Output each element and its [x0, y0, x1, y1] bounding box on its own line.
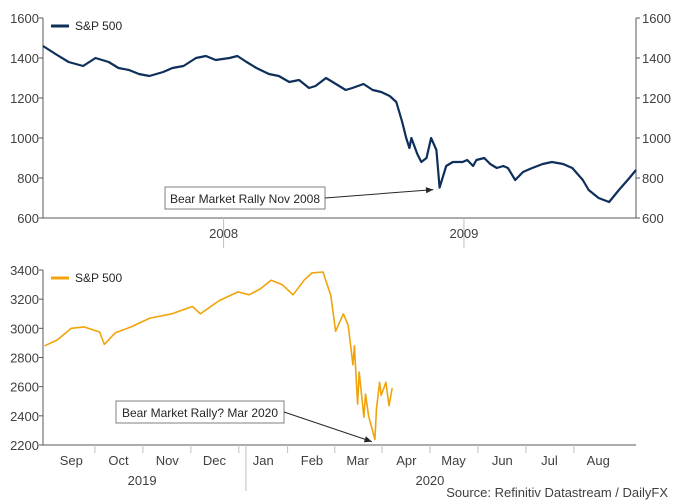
- y-tick-label: 2400: [10, 409, 39, 424]
- legend-label: S&P 500: [75, 19, 122, 33]
- x-year-label: 2020: [415, 473, 444, 488]
- y-tick-label: 1000: [10, 131, 39, 146]
- sp500-2020-chart: 2200 2400 2600 2800 3000 3200 3400 Sep Oct Nov Dec…: [10, 263, 636, 491]
- x-month-label: Aug: [587, 453, 610, 468]
- x-month-label: Jun: [492, 453, 513, 468]
- source-note: Source: Refinitiv Datastream / DailyFX: [446, 485, 668, 500]
- y-tick-label: 1400: [10, 51, 39, 66]
- y-tick-label-right: 1400: [642, 51, 671, 66]
- x-month-label: Mar: [346, 453, 369, 468]
- annotation-label: Bear Market Rally Nov 2008: [170, 192, 320, 206]
- annotation-arrow: [324, 189, 434, 199]
- series-line: [42, 45, 637, 204]
- x-month-label: Dec: [203, 453, 227, 468]
- series-line: [44, 271, 393, 441]
- y-tick-label-right: 1000: [642, 131, 671, 146]
- x-month-label: Apr: [396, 453, 417, 468]
- x-month-label: Feb: [301, 453, 323, 468]
- x-month-label: Jul: [541, 453, 558, 468]
- annotation-label: Bear Market Rally? Mar 2020: [122, 406, 278, 420]
- y-tick-label-right: 1200: [642, 91, 671, 106]
- annotation-arrowhead: [363, 436, 372, 443]
- y-tick-label-right: 1600: [642, 11, 671, 26]
- y-tick-label: 3000: [10, 321, 39, 336]
- annotation-arrowhead: [425, 187, 434, 194]
- sp500-2008-chart: 600 600 800 800 1000 1000 1200 1200 1400 1400 1600…: [10, 11, 671, 248]
- legend-label: S&P 500: [75, 271, 122, 285]
- x-month-label: Nov: [156, 453, 180, 468]
- y-tick-label: 2800: [10, 351, 39, 366]
- x-month-label: Oct: [108, 453, 129, 468]
- y-tick-label: 3200: [10, 292, 39, 307]
- x-month-label: Jan: [253, 453, 274, 468]
- y-tick-label: 2200: [10, 438, 39, 453]
- y-tick-label-right: 800: [642, 171, 664, 186]
- y-tick-label: 1200: [10, 91, 39, 106]
- annotation-arrow: [283, 411, 373, 443]
- x-month-label: Sep: [60, 453, 83, 468]
- y-tick-label: 3400: [10, 263, 39, 278]
- y-tick-label: 2600: [10, 380, 39, 395]
- y-tick-label: 800: [17, 171, 39, 186]
- x-month-label: May: [441, 453, 466, 468]
- y-tick-label: 1600: [10, 11, 39, 26]
- y-tick-label-right: 600: [642, 211, 664, 226]
- y-tick-label: 600: [17, 211, 39, 226]
- x-year-label: 2019: [128, 473, 157, 488]
